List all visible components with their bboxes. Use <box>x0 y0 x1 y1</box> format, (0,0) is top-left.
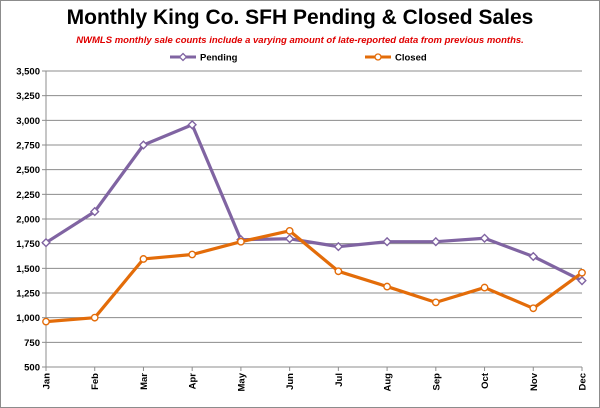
pending-point <box>187 119 197 130</box>
y-tick-label: 750 <box>24 338 40 349</box>
chart-title: Monthly King Co. SFH Pending & Closed Sa… <box>66 6 534 29</box>
closed-point <box>139 255 148 263</box>
closed-legend-label: Closed <box>395 53 427 64</box>
closed-point <box>578 268 586 277</box>
pending-point <box>431 236 441 247</box>
y-tick-label: 1,500 <box>16 264 40 275</box>
y-tick-label: 2,250 <box>16 190 40 201</box>
x-tick-label: Jul <box>334 373 345 387</box>
pending-point <box>333 241 344 252</box>
chart-subtitle: NWMLS monthly sale counts include a vary… <box>76 35 524 46</box>
y-axis-ticks: 500 750 1,000 1,250 1,500 1,750 2,000 2,250 2,50… <box>16 67 46 374</box>
closed-point <box>237 237 245 246</box>
y-tick-label: 1,250 <box>16 289 40 300</box>
pending-legend-marker <box>178 52 188 62</box>
y-tick-label: 1,000 <box>16 313 40 324</box>
x-tick-label: May <box>236 372 247 391</box>
y-tick-label: 2,000 <box>16 215 40 226</box>
y-tick-label: 3,500 <box>16 67 40 78</box>
closed-point <box>285 226 294 235</box>
closed-point <box>431 298 440 307</box>
closed-point <box>334 267 343 276</box>
pending-point <box>577 275 587 286</box>
x-tick-label: Jun <box>285 373 296 390</box>
pending-point <box>284 233 295 244</box>
legend: Pending Closed <box>170 53 427 64</box>
y-tick-label: 3,250 <box>16 91 40 102</box>
closed-series-line <box>44 229 584 324</box>
x-tick-label: Jan <box>42 373 53 390</box>
closed-point <box>529 304 538 313</box>
closed-point <box>188 250 197 259</box>
y-tick-label: 2,500 <box>16 165 40 176</box>
pending-point <box>89 206 100 217</box>
closed-legend-marker <box>374 53 382 61</box>
x-tick-label: Feb <box>90 373 101 390</box>
y-tick-label: 500 <box>24 363 40 374</box>
x-tick-label: Nov <box>529 372 540 391</box>
closed-point <box>480 283 489 292</box>
y-tick-label: 3,000 <box>16 116 40 127</box>
x-tick-label: Aug <box>383 373 394 392</box>
x-tick-label: Mar <box>139 373 150 390</box>
closed-point <box>42 317 50 326</box>
x-tick-label: Apr <box>188 373 199 390</box>
x-tick-label: Dec <box>578 373 589 390</box>
x-tick-label: Oct <box>480 372 491 389</box>
pending-legend-label: Pending <box>200 53 238 64</box>
closed-point <box>383 282 391 291</box>
pending-point <box>382 236 392 247</box>
pending-point <box>528 251 539 262</box>
y-tick-label: 2,750 <box>16 141 40 152</box>
series-lines <box>41 119 587 326</box>
x-axis-ticks: Jan Feb Mar Apr May Jun Jul Aug Sep Oct Nov Dec <box>42 367 589 391</box>
closed-point <box>90 313 99 322</box>
y-tick-label: 1,750 <box>16 239 40 250</box>
x-tick-label: Sep <box>431 373 442 391</box>
pending-point <box>41 237 51 248</box>
pending-point <box>479 233 490 244</box>
pending-series-line <box>44 123 584 283</box>
pending-point <box>138 140 149 150</box>
gridlines <box>46 70 582 368</box>
